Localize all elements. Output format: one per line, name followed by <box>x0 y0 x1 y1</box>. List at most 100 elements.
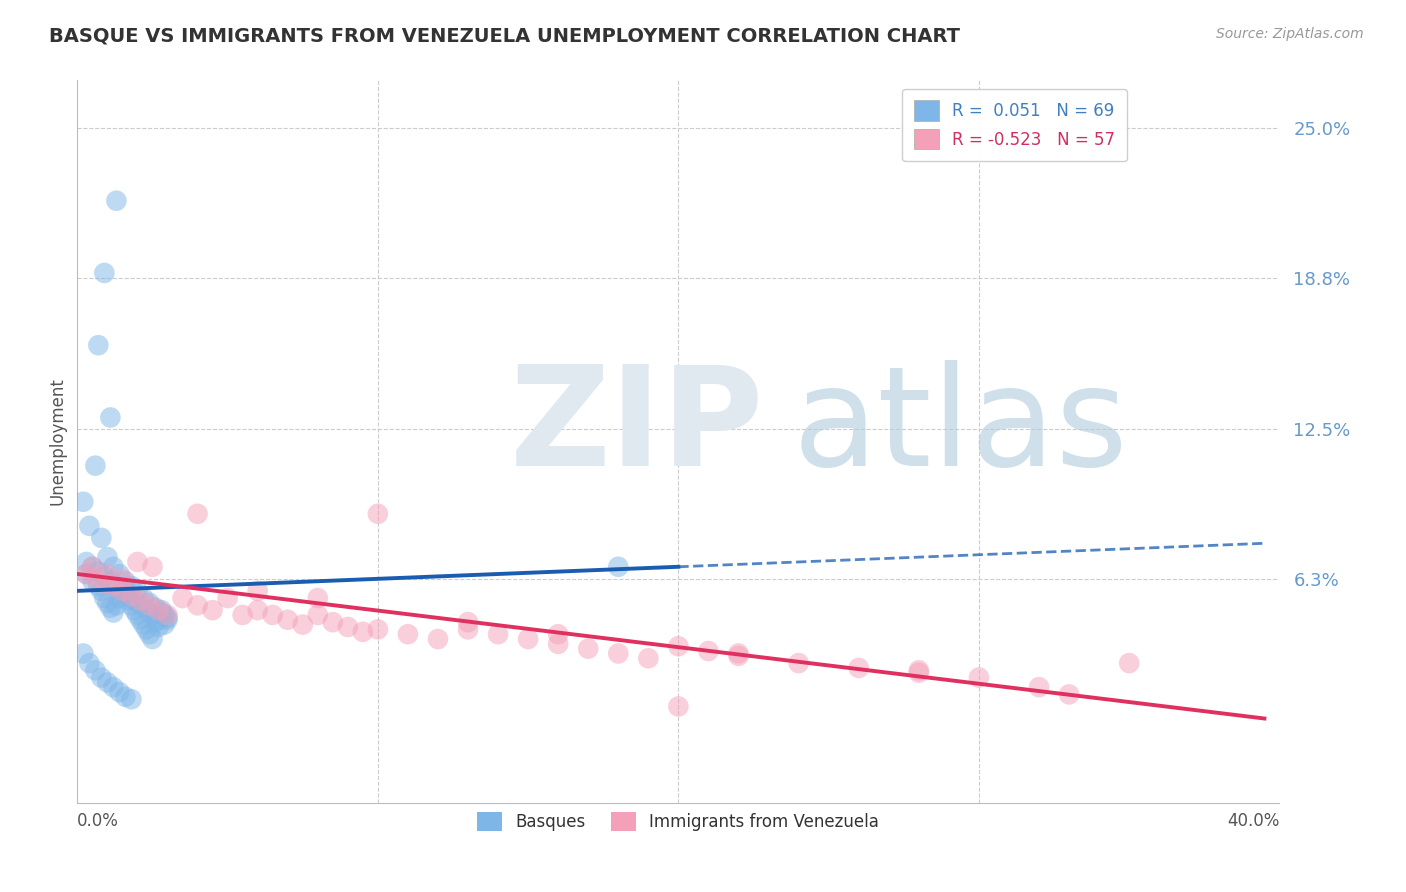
Point <box>908 665 931 680</box>
Point <box>127 583 149 598</box>
Point <box>132 591 155 606</box>
Point <box>129 599 152 613</box>
Point <box>114 690 136 704</box>
Point <box>517 632 540 646</box>
Point <box>1118 656 1140 670</box>
Point <box>138 596 160 610</box>
Point <box>607 559 630 574</box>
Point <box>246 583 269 598</box>
Point <box>114 574 136 589</box>
Point <box>367 507 389 521</box>
Text: atlas: atlas <box>793 359 1129 494</box>
Point <box>96 550 118 565</box>
Point <box>127 607 149 622</box>
Point <box>148 603 170 617</box>
Point <box>87 565 110 579</box>
Point <box>129 613 152 627</box>
Point <box>457 623 479 637</box>
Legend: Basques, Immigrants from Venezuela: Basques, Immigrants from Venezuela <box>471 805 886 838</box>
Point <box>201 603 224 617</box>
Point <box>93 591 115 606</box>
Text: ZIP: ZIP <box>510 359 765 494</box>
Point <box>787 656 810 670</box>
Point <box>120 599 142 613</box>
Point <box>111 583 134 598</box>
Point <box>117 589 139 603</box>
Point <box>72 494 94 508</box>
Point <box>668 699 690 714</box>
Point <box>848 661 870 675</box>
Point <box>367 623 389 637</box>
Point <box>90 531 112 545</box>
Point <box>82 574 104 589</box>
Point <box>141 559 163 574</box>
Point <box>427 632 450 646</box>
Point <box>153 607 176 622</box>
Point <box>103 680 125 694</box>
Point <box>124 603 146 617</box>
Point <box>668 639 690 653</box>
Point <box>138 627 160 641</box>
Point <box>105 194 128 208</box>
Point <box>217 591 239 606</box>
Point <box>727 647 749 661</box>
Point <box>291 617 314 632</box>
Point <box>111 572 134 586</box>
Point <box>307 591 329 606</box>
Point <box>84 664 107 678</box>
Point <box>93 576 115 591</box>
Point <box>547 637 569 651</box>
Point <box>90 583 112 598</box>
Point <box>145 615 167 630</box>
Point <box>156 610 179 624</box>
Point <box>547 627 569 641</box>
Point <box>79 656 101 670</box>
Point <box>232 607 254 622</box>
Point <box>84 458 107 473</box>
Point <box>75 567 97 582</box>
Point <box>103 579 125 593</box>
Point <box>150 603 173 617</box>
Point <box>111 583 134 598</box>
Point <box>967 671 990 685</box>
Point <box>96 675 118 690</box>
Point <box>141 632 163 646</box>
Point <box>1057 687 1080 701</box>
Point <box>352 624 374 639</box>
Text: 40.0%: 40.0% <box>1227 813 1279 830</box>
Point <box>697 644 720 658</box>
Point <box>396 627 419 641</box>
Point <box>132 617 155 632</box>
Point <box>156 613 179 627</box>
Point <box>141 607 163 622</box>
Point <box>124 593 146 607</box>
Point <box>75 555 97 569</box>
Point <box>486 627 509 641</box>
Point <box>262 607 284 622</box>
Point <box>307 607 329 622</box>
Point <box>75 567 97 582</box>
Point <box>576 641 599 656</box>
Point <box>148 613 170 627</box>
Point <box>87 579 110 593</box>
Point <box>908 664 931 678</box>
Point <box>93 569 115 583</box>
Text: BASQUE VS IMMIGRANTS FROM VENEZUELA UNEMPLOYMENT CORRELATION CHART: BASQUE VS IMMIGRANTS FROM VENEZUELA UNEM… <box>49 27 960 45</box>
Point <box>82 559 104 574</box>
Point <box>186 599 209 613</box>
Point <box>150 606 173 620</box>
Y-axis label: Unemployment: Unemployment <box>48 377 66 506</box>
Point <box>246 603 269 617</box>
Point <box>145 600 167 615</box>
Point <box>108 567 131 582</box>
Point <box>117 593 139 607</box>
Point <box>120 579 142 593</box>
Point <box>1028 680 1050 694</box>
Point <box>138 599 160 613</box>
Point <box>100 574 122 589</box>
Point <box>186 507 209 521</box>
Point <box>135 603 157 617</box>
Point <box>153 617 176 632</box>
Point <box>105 579 128 593</box>
Text: Source: ZipAtlas.com: Source: ZipAtlas.com <box>1216 27 1364 41</box>
